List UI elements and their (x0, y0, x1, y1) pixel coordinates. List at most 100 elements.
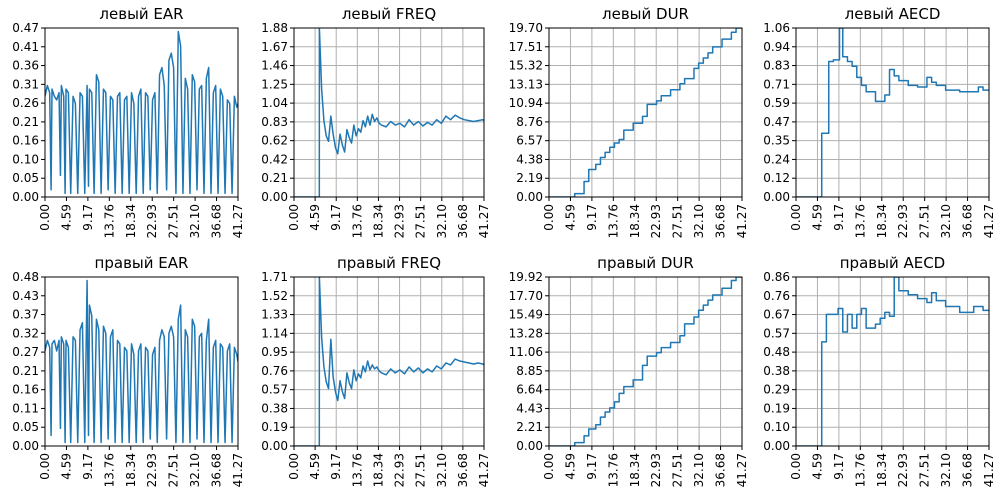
x-tick-label: 36.68 (210, 204, 224, 238)
y-tick-label: 13.28 (509, 326, 543, 340)
x-tick-label: 13.76 (606, 453, 620, 487)
y-tick-label: 0.76 (763, 289, 790, 303)
x-tick-label: 32.10 (692, 204, 706, 238)
y-tick-label: 0.83 (261, 115, 288, 129)
x-tick-label: 22.93 (145, 204, 159, 238)
y-tick-label: 0.11 (12, 401, 39, 415)
x-tick-label: 9.17 (832, 204, 846, 231)
x-tick-label: 13.76 (853, 204, 867, 238)
x-tick-label: 18.34 (875, 204, 889, 238)
axes-frame (293, 276, 485, 447)
x-tick-label: 9.17 (329, 453, 343, 480)
y-tick-label: 2.21 (516, 420, 543, 434)
series-line (549, 277, 742, 446)
x-tick-label: 22.93 (393, 204, 407, 238)
chart-panel-left-dur: левый DUR 0.00 2.19 4.38 6.57 8.76 10.94 13.13 1… (509, 5, 749, 238)
x-tick-label: 0.00 (287, 453, 301, 480)
x-tick-label: 13.76 (350, 204, 364, 238)
y-tick-label: 1.06 (763, 21, 790, 35)
x-tick-label: 36.68 (961, 453, 975, 487)
x-tick-label: 0.00 (789, 453, 803, 480)
y-tick-label: 0.16 (12, 383, 39, 397)
panel-title: левый DUR (602, 5, 689, 23)
x-tick-label: 4.59 (563, 453, 577, 480)
x-tick-label: 27.51 (671, 453, 685, 487)
x-tick-label: 27.51 (167, 453, 181, 487)
x-tick-label: 41.27 (231, 453, 245, 487)
axes-frame (548, 276, 743, 447)
y-tick-label: 10.94 (509, 96, 543, 110)
x-tick-label: 13.76 (606, 204, 620, 238)
chart-panel-left-freq: левый FREQ 0.00 0.21 0.42 0.62 0.83 1.04 1.25 1.… (261, 5, 491, 238)
y-tick-label: 0.48 (763, 345, 790, 359)
x-tick-label: 27.51 (918, 204, 932, 238)
x-tick-label: 32.10 (435, 453, 449, 487)
x-tick-label: 18.34 (875, 453, 889, 487)
y-tick-label: 8.76 (516, 115, 543, 129)
x-tick-label: 41.27 (477, 453, 491, 487)
x-tick-label: 41.27 (735, 204, 749, 238)
y-tick-label: 0.43 (12, 289, 39, 303)
y-tick-label: 0.32 (12, 326, 39, 340)
series-line (294, 28, 484, 197)
series-line (45, 279, 238, 444)
x-tick-label: 36.68 (456, 453, 470, 487)
y-tick-label: 0.38 (261, 401, 288, 415)
y-tick-label: 1.14 (261, 326, 288, 340)
x-tick-label: 22.93 (896, 453, 910, 487)
x-tick-label: 0.00 (542, 204, 556, 231)
x-tick-label: 36.68 (714, 453, 728, 487)
x-tick-label: 13.76 (102, 204, 116, 238)
y-tick-label: 0.05 (12, 171, 39, 185)
x-tick-label: 4.59 (810, 204, 824, 231)
x-tick-label: 4.59 (308, 204, 322, 231)
y-tick-label: 1.04 (261, 96, 288, 110)
y-tick-label: 11.06 (509, 345, 543, 359)
y-tick-label: 0.86 (763, 270, 790, 284)
x-tick-label: 18.34 (124, 453, 138, 487)
axes-frame (44, 27, 239, 198)
x-tick-label: 27.51 (167, 204, 181, 238)
panel-title: левый EAR (99, 5, 183, 23)
y-tick-label: 0.57 (763, 326, 790, 340)
y-tick-label: 0.21 (261, 171, 288, 185)
series-line (796, 277, 989, 446)
x-tick-label: 18.34 (124, 204, 138, 238)
y-tick-label: 0.00 (516, 439, 543, 453)
y-tick-label: 0.00 (261, 190, 288, 204)
x-tick-label: 4.59 (59, 453, 73, 480)
y-tick-label: 0.41 (12, 40, 39, 54)
y-tick-label: 0.36 (12, 59, 39, 73)
chart-panel-right-aecd: правый AECD 0.00 0.10 0.19 0.29 0.38 0.48 0.57 0… (763, 254, 996, 487)
y-tick-label: 0.21 (12, 364, 39, 378)
y-tick-label: 0.47 (12, 21, 39, 35)
series-line (294, 277, 484, 446)
x-tick-label: 9.17 (81, 453, 95, 480)
axes-frame (795, 27, 990, 198)
y-tick-label: 0.00 (763, 439, 790, 453)
y-tick-label: 0.10 (12, 152, 39, 166)
y-tick-label: 4.38 (516, 152, 543, 166)
panel-title: левый FREQ (342, 5, 436, 23)
x-tick-label: 41.27 (982, 453, 996, 487)
panel-title: правый FREQ (337, 254, 441, 272)
y-tick-label: 2.19 (516, 171, 543, 185)
y-tick-label: 0.16 (12, 134, 39, 148)
x-tick-label: 27.51 (671, 204, 685, 238)
y-tick-label: 0.31 (12, 77, 39, 91)
y-tick-label: 0.48 (12, 270, 39, 284)
y-tick-label: 13.13 (509, 77, 543, 91)
series-line (549, 28, 742, 197)
chart-panel-left-aecd: левый AECD 0.00 0.12 0.24 0.35 0.47 0.59 0.71 0.… (763, 5, 996, 238)
x-tick-label: 13.76 (853, 453, 867, 487)
y-tick-label: 1.25 (261, 77, 288, 91)
x-tick-label: 36.68 (961, 204, 975, 238)
x-tick-label: 9.17 (832, 453, 846, 480)
chart-panel-right-freq: правый FREQ 0.00 0.19 0.38 0.57 0.76 0.95 1.14 1… (261, 254, 491, 487)
x-tick-label: 32.10 (939, 453, 953, 487)
y-tick-label: 1.33 (261, 308, 288, 322)
y-tick-label: 17.51 (509, 40, 543, 54)
x-tick-label: 4.59 (563, 204, 577, 231)
x-tick-label: 32.10 (188, 204, 202, 238)
series-line (796, 28, 989, 197)
